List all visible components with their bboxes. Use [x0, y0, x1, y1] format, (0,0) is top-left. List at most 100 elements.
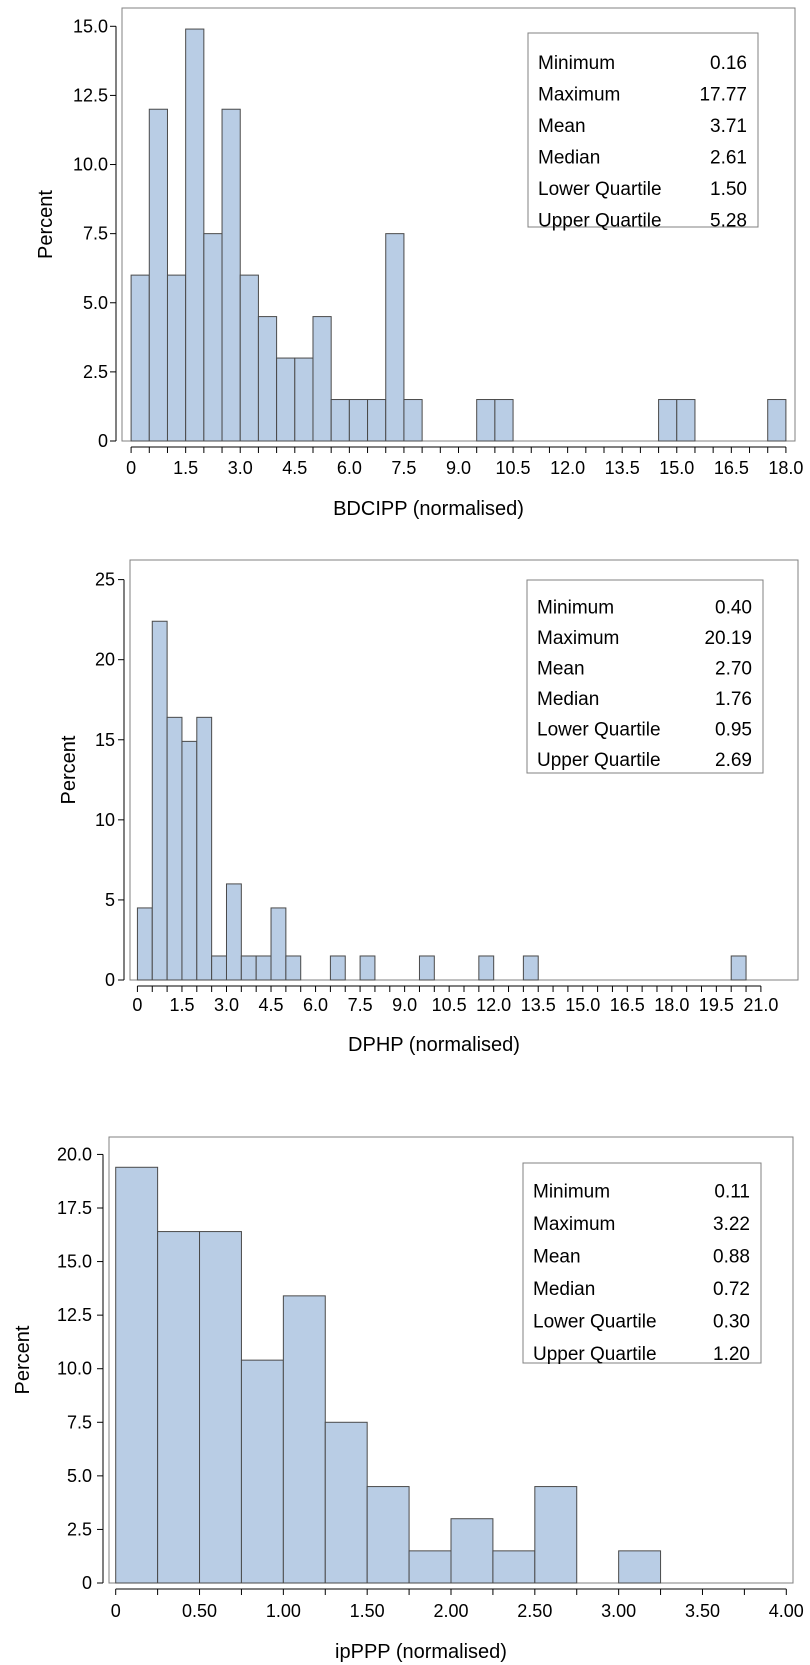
- x-tick-label: 1.00: [266, 1601, 301, 1621]
- stat-value: 2.61: [710, 147, 747, 168]
- stat-value: 5.28: [710, 210, 747, 231]
- dphp-histogram: 0 5 10 15 20 25 0 1.5 3.0 4.5 6.0 7.5 9.0 10.5 12.0 13.…: [58, 559, 799, 1056]
- y-tick-label: 0: [98, 431, 108, 451]
- histogram-bar: [166, 274, 187, 442]
- histogram-bar: [221, 108, 241, 442]
- x-tick-label: 2.00: [433, 1601, 468, 1621]
- stat-label: Mean: [533, 1246, 581, 1267]
- histogram-bar: [257, 316, 278, 442]
- statistics-inset: Minimum 0.11 Maximum 3.22 Mean 0.88 Median 0.72…: [522, 1162, 762, 1365]
- y-tick-label: 0: [82, 1573, 92, 1593]
- stat-label: Upper Quartile: [533, 1344, 657, 1365]
- statistics-box: [527, 32, 759, 228]
- histogram-bar: [767, 399, 787, 442]
- y-tick-label: 17.5: [57, 1198, 92, 1218]
- x-tick-label: 7.5: [348, 995, 373, 1015]
- x-tick-label: 9.0: [446, 458, 471, 478]
- stat-label: Maximum: [538, 84, 620, 105]
- histogram-bar: [312, 316, 332, 442]
- stat-value: 0.40: [715, 597, 752, 618]
- histogram-bar: [240, 1359, 284, 1584]
- histogram-bar: [366, 1486, 410, 1584]
- y-tick-label: 10.0: [57, 1359, 92, 1379]
- x-tick-label: 6.0: [303, 995, 328, 1015]
- histogram-bar: [618, 1550, 662, 1584]
- x-tick-label: 12.0: [550, 458, 585, 478]
- y-tick-label: 2.5: [83, 362, 108, 382]
- x-tick-label: 4.00: [769, 1601, 804, 1621]
- stat-label: Lower Quartile: [538, 179, 662, 200]
- ipppp-histogram: 0 2.5 5.0 7.5 10.0 12.5 15.0 17.5 20.0 0 0.50 1.00 1…: [12, 1136, 804, 1663]
- histogram-bar: [730, 955, 747, 981]
- x-tick-label: 3.0: [228, 458, 253, 478]
- histogram-bar: [385, 233, 405, 442]
- stat-label: Minimum: [533, 1181, 610, 1202]
- plot-frame: [121, 7, 796, 442]
- histogram-bar: [418, 955, 435, 981]
- x-tick-label: 2.50: [517, 1601, 552, 1621]
- y-tick-label: 12.5: [57, 1305, 92, 1325]
- stat-value: 0.88: [713, 1246, 750, 1267]
- stat-label: Minimum: [538, 53, 615, 74]
- statistics-inset: Minimum 0.40 Maximum 20.19 Mean 2.70 Median 1.7…: [526, 579, 764, 774]
- x-tick-label: 15.0: [659, 458, 694, 478]
- histogram-bar: [534, 1486, 578, 1584]
- histogram-bar: [240, 955, 257, 981]
- x-tick-label: 7.5: [391, 458, 416, 478]
- stat-label: Mean: [538, 116, 586, 137]
- stat-label: Upper Quartile: [537, 750, 661, 771]
- x-tick-label: 15.0: [565, 995, 600, 1015]
- histogram-bar: [330, 399, 350, 442]
- histogram-bar: [203, 233, 223, 442]
- stat-value: 17.77: [699, 84, 747, 105]
- histogram-bar: [157, 1231, 201, 1584]
- stat-value: 2.69: [715, 750, 752, 771]
- stat-label: Upper Quartile: [538, 210, 662, 231]
- x-tick-label: 12.0: [476, 995, 511, 1015]
- histogram-bar: [450, 1518, 494, 1584]
- stat-label: Lower Quartile: [533, 1311, 657, 1332]
- stat-label: Median: [538, 147, 600, 168]
- y-tick-label: 5.0: [67, 1466, 92, 1486]
- stat-value: 3.22: [713, 1214, 750, 1235]
- x-tick-label: 13.5: [605, 458, 640, 478]
- stat-value: 1.20: [713, 1344, 750, 1365]
- x-tick-label: 4.5: [259, 995, 284, 1015]
- x-tick-label: 0: [132, 995, 142, 1015]
- x-tick-label: 21.0: [743, 995, 778, 1015]
- stat-value: 0.16: [710, 53, 747, 74]
- histogram-bar: [239, 274, 259, 442]
- y-tick-label: 7.5: [83, 224, 108, 244]
- x-tick-label: 6.0: [337, 458, 362, 478]
- x-tick-label: 18.0: [768, 458, 803, 478]
- histogram-bar: [329, 955, 346, 981]
- y-tick-label: 20: [95, 650, 115, 670]
- y-axis-label: Percent: [12, 1325, 34, 1394]
- histogram-bar: [130, 274, 150, 442]
- bdcipp-histogram: 0 2.5 5.0 7.5 10.0 12.5 15.0 0 1.5 3.0 4.5 6.0 7.5 9.…: [35, 7, 803, 520]
- stat-value: 20.19: [704, 628, 752, 649]
- histogram-bar: [359, 955, 376, 981]
- y-axis-label: Percent: [58, 735, 80, 804]
- histogram-bar: [348, 399, 369, 442]
- histogram-bar: [294, 357, 314, 442]
- histogram-bar: [270, 907, 287, 981]
- histogram-bar: [285, 955, 302, 981]
- y-tick-label: 2.5: [67, 1519, 92, 1539]
- y-tick-label: 10.0: [73, 155, 108, 175]
- x-tick-label: 16.5: [610, 995, 645, 1015]
- x-axis-label: ipPPP (normalised): [335, 1641, 507, 1663]
- y-tick-label: 7.5: [67, 1412, 92, 1432]
- histogram-bar: [181, 740, 198, 981]
- stat-label: Median: [533, 1279, 595, 1300]
- histogram-bar: [196, 716, 213, 981]
- y-tick-label: 5.0: [83, 293, 108, 313]
- plot-frame: [129, 559, 799, 981]
- x-tick-label: 1.5: [169, 995, 194, 1015]
- y-tick-label: 10: [95, 810, 115, 830]
- stat-label: Median: [537, 689, 599, 710]
- histogram-bar: [185, 28, 205, 442]
- stat-label: Maximum: [533, 1214, 615, 1235]
- x-tick-label: 0: [126, 458, 136, 478]
- histogram-bar: [658, 399, 678, 442]
